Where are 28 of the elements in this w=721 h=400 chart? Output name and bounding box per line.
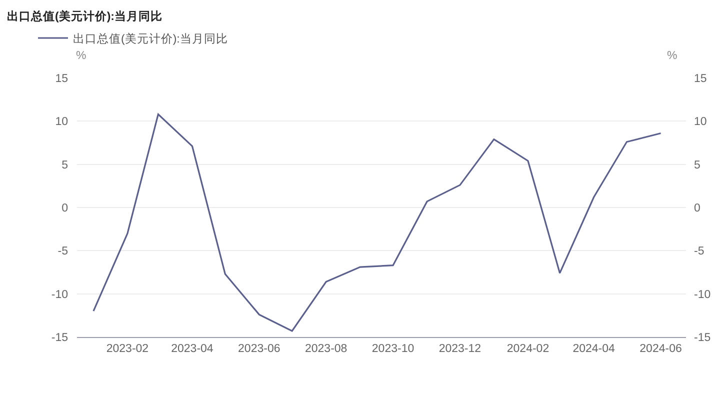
x-tick-label: 2023-12: [438, 342, 482, 355]
y2-tick-label: -15: [694, 332, 711, 344]
y2-tick-label: 15: [694, 73, 707, 86]
x-tick-label: 2024-04: [572, 342, 616, 355]
y-tick-label: 10: [55, 116, 68, 128]
x-tick-label: 2024-02: [506, 342, 550, 355]
x-tick-label: 2023-04: [171, 342, 214, 355]
x-tick-label: 2023-10: [372, 342, 414, 355]
y2-tick-label: 0: [694, 202, 700, 215]
y-axis-title: %: [76, 50, 86, 62]
y-tick-label: -5: [58, 246, 68, 258]
x-tick-label: 2024-06: [640, 342, 682, 355]
y-tick-label: 15: [55, 73, 68, 86]
y2-tick-label: -5: [694, 246, 704, 258]
y-tick-label: -15: [51, 332, 68, 344]
y2-tick-label: 5: [694, 159, 700, 172]
line-series: [92, 113, 662, 332]
x-tick-label: 2023-08: [304, 342, 348, 355]
legend-label: 出口总值(美元计价):当月同比: [73, 31, 228, 46]
chart-title: 出口总值(美元计价):当月同比: [7, 9, 162, 24]
y2-axis-title: %: [667, 50, 678, 62]
x-tick-label: 2023-06: [238, 342, 280, 355]
x-tick-label: 2023-02: [106, 342, 149, 355]
y-tick-label: 5: [62, 159, 68, 172]
y-tick-label: -10: [51, 288, 68, 301]
y-tick-label: 0: [62, 202, 68, 215]
y2-tick-label: -10: [694, 288, 711, 301]
y2-tick-label: 10: [694, 116, 707, 128]
